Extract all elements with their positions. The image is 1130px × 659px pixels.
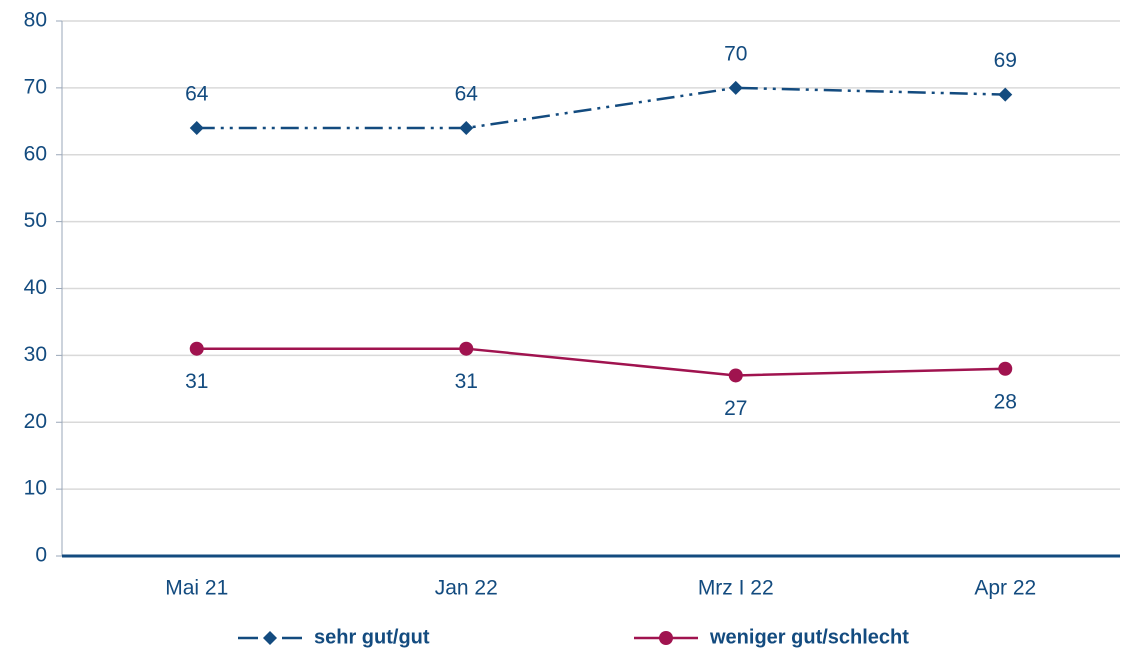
y-tick-label: 30 [24, 343, 47, 366]
y-tick-label: 80 [24, 9, 47, 32]
x-tick-label: Jan 22 [435, 577, 498, 600]
data-label: 69 [994, 49, 1017, 72]
y-tick-label: 50 [24, 209, 47, 232]
data-label: 64 [185, 83, 209, 106]
data-point [998, 87, 1013, 102]
y-tick-label: 60 [24, 142, 47, 165]
legend-label: sehr gut/gut [314, 626, 430, 648]
legend-marker [659, 631, 673, 645]
y-tick-label: 10 [24, 477, 47, 500]
data-label: 70 [724, 42, 747, 65]
data-point [998, 361, 1013, 376]
x-tick-label: Mrz I 22 [698, 577, 774, 600]
series-line [196, 86, 1006, 130]
y-tick-label: 40 [24, 276, 47, 299]
y-tick-label: 0 [35, 544, 47, 567]
data-label: 31 [185, 370, 208, 393]
legend-marker [263, 631, 277, 645]
x-tick-label: Mai 21 [165, 577, 228, 600]
data-point [459, 341, 474, 356]
data-point [459, 121, 474, 135]
y-tick-label: 20 [24, 410, 47, 433]
data-point [189, 121, 204, 135]
series-line [196, 347, 1006, 377]
data-point [189, 341, 204, 356]
data-label: 28 [994, 390, 1017, 413]
x-tick-label: Apr 22 [974, 577, 1036, 600]
legend-label: weniger gut/schlecht [709, 626, 909, 648]
data-label: 64 [455, 83, 479, 106]
data-point [728, 80, 743, 95]
data-label: 31 [455, 370, 478, 393]
data-point [728, 368, 743, 383]
y-tick-label: 70 [24, 75, 47, 98]
data-label: 27 [724, 397, 747, 420]
